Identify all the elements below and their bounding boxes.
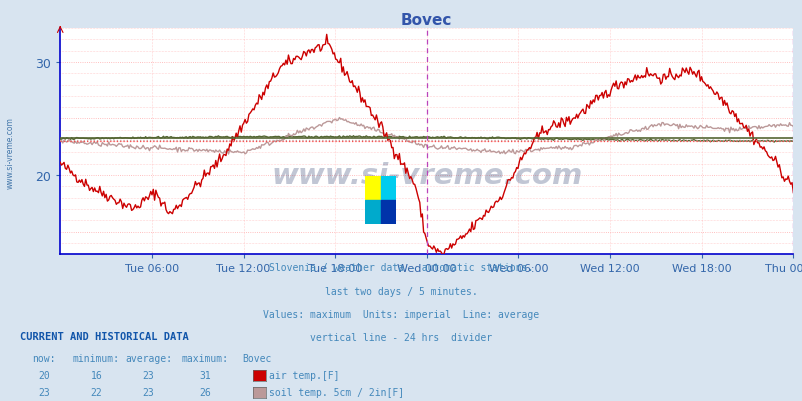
Text: last two days / 5 minutes.: last two days / 5 minutes. xyxy=(325,286,477,296)
Bar xyxy=(365,176,380,200)
Text: Slovenia / weather data - automatic stations.: Slovenia / weather data - automatic stat… xyxy=(269,263,533,273)
Text: 23: 23 xyxy=(143,370,154,380)
Text: Values: maximum  Units: imperial  Line: average: Values: maximum Units: imperial Line: av… xyxy=(263,309,539,319)
Text: 20: 20 xyxy=(38,370,50,380)
Text: maximum:: maximum: xyxy=(181,353,228,363)
Text: vertical line - 24 hrs  divider: vertical line - 24 hrs divider xyxy=(310,332,492,342)
Text: www.si-vreme.com: www.si-vreme.com xyxy=(271,162,581,190)
Text: air temp.[F]: air temp.[F] xyxy=(269,370,339,380)
Bar xyxy=(365,200,380,225)
Bar xyxy=(380,200,395,225)
Text: 16: 16 xyxy=(91,370,102,380)
Text: CURRENT AND HISTORICAL DATA: CURRENT AND HISTORICAL DATA xyxy=(20,331,188,341)
Text: 23: 23 xyxy=(143,387,154,397)
Title: Bovec: Bovec xyxy=(401,13,452,28)
Text: 26: 26 xyxy=(199,387,210,397)
Text: average:: average: xyxy=(125,353,172,363)
Text: now:: now: xyxy=(32,353,56,363)
Text: 22: 22 xyxy=(91,387,102,397)
Text: www.si-vreme.com: www.si-vreme.com xyxy=(6,117,14,188)
Text: Bovec: Bovec xyxy=(242,353,271,363)
Text: 23: 23 xyxy=(38,387,50,397)
Text: soil temp. 5cm / 2in[F]: soil temp. 5cm / 2in[F] xyxy=(269,387,403,397)
Bar xyxy=(380,176,395,200)
Text: minimum:: minimum: xyxy=(73,353,119,363)
Text: 31: 31 xyxy=(199,370,210,380)
